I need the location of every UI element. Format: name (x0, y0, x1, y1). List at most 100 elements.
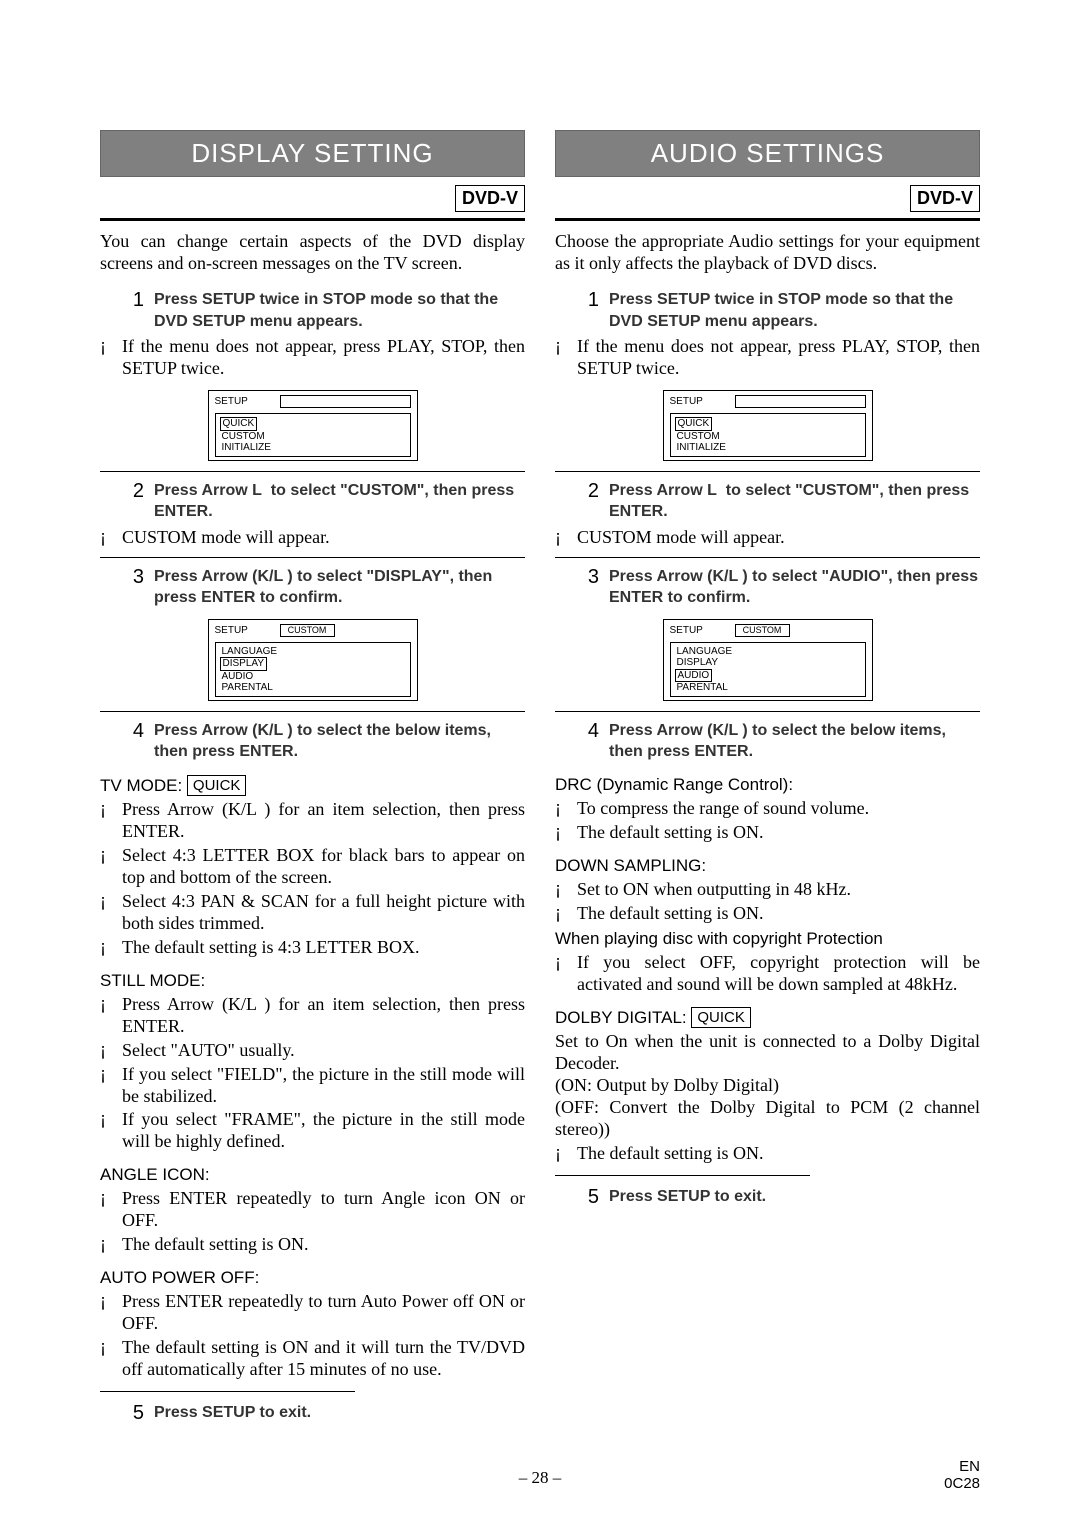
osd-setup-label: SETUP (670, 625, 725, 637)
bullet-body: If the menu does not appear, press PLAY,… (122, 336, 525, 380)
copyright-subhead: When playing disc with copyright Protect… (555, 929, 980, 950)
bullet-body: Press ENTER repeatedly to turn Auto Powe… (122, 1291, 525, 1335)
step-4: 4 Press Arrow (K/L ) to select the below… (575, 720, 980, 763)
bullet-body: If you select OFF, copyright protection … (577, 952, 980, 996)
osd-menu: QUICK CUSTOM INITIALIZE (215, 413, 411, 457)
bullet-body: If you select "FRAME", the picture in th… (122, 1109, 525, 1153)
note-bullet: ¡ If the menu does not appear, press PLA… (100, 336, 525, 380)
step-text: Press SETUP twice in STOP mode so that t… (154, 289, 525, 332)
bullet-body: The default setting is ON. (122, 1234, 525, 1256)
bullet: ¡Select 4:3 PAN & SCAN for a full height… (100, 891, 525, 935)
osd-item-parental: PARENTAL (220, 682, 275, 694)
osd-item-custom: CUSTOM (675, 431, 722, 443)
bullet-body: CUSTOM mode will appear. (577, 527, 980, 549)
bullet: ¡The default setting is ON. (555, 822, 980, 844)
osd-custom-display: SETUP CUSTOM LANGUAGE DISPLAY AUDIO PARE… (208, 619, 418, 701)
bullet-body: Select 4:3 LETTER BOX for black bars to … (122, 845, 525, 889)
quick-badge: QUICK (691, 1007, 751, 1028)
step-2: 2 Press Arrow L to select "CUSTOM", then… (120, 480, 525, 523)
footer-code: EN 0C28 (944, 1458, 980, 1493)
step-4: 4 Press Arrow (K/L ) to select the below… (120, 720, 525, 763)
osd-menu: QUICK CUSTOM INITIALIZE (670, 413, 866, 457)
note-bullet: ¡ If the menu does not appear, press PLA… (555, 336, 980, 380)
badge-row-left: DVD-V (100, 185, 525, 212)
divider (555, 557, 980, 558)
left-column: DISPLAY SETTING DVD-V You can change cer… (100, 130, 525, 1429)
bullet: ¡Press Arrow (K/L ) for an item selectio… (100, 799, 525, 843)
divider (555, 218, 980, 221)
still-mode-head: STILL MODE: (100, 971, 525, 991)
step-text: Press Arrow (K/L ) to select "AUDIO", th… (609, 566, 980, 609)
osd-field (735, 395, 866, 408)
step-5: 5 Press SETUP to exit. (120, 1402, 525, 1425)
step-text: Press SETUP twice in STOP mode so that t… (609, 289, 980, 332)
step-text: Press Arrow (K/L ) to select the below i… (154, 720, 525, 763)
bullet-body: The default setting is ON. (577, 903, 980, 925)
note-bullet: ¡ CUSTOM mode will appear. (100, 527, 525, 549)
osd-setup-label: SETUP (670, 396, 725, 408)
tv-mode-label: TV MODE: (100, 776, 187, 795)
bullet: ¡If you select "FRAME", the picture in t… (100, 1109, 525, 1153)
step-number: 3 (575, 566, 599, 609)
divider (100, 471, 525, 472)
osd-item-parental: PARENTAL (675, 682, 730, 694)
bullet: ¡The default setting is ON. (555, 903, 980, 925)
osd-item-display: DISPLAY (675, 657, 721, 669)
dolby-line1: Set to On when the unit is connected to … (555, 1031, 980, 1075)
step-number: 5 (120, 1402, 144, 1425)
bullet-mark: ¡ (100, 527, 114, 549)
dvd-v-badge: DVD-V (910, 185, 980, 212)
osd-field (280, 395, 411, 408)
footer-lang: EN (959, 1458, 980, 1475)
step-2: 2 Press Arrow L to select "CUSTOM", then… (575, 480, 980, 523)
osd-menu: LANGUAGE DISPLAY AUDIO PARENTAL (670, 642, 866, 697)
osd-item-language: LANGUAGE (675, 646, 735, 658)
divider (555, 471, 980, 472)
bullet-body: Press ENTER repeatedly to turn Angle ico… (122, 1188, 525, 1232)
osd-item-custom: CUSTOM (220, 431, 267, 443)
bullet: ¡To compress the range of sound volume. (555, 798, 980, 820)
osd-item-quick: QUICK (675, 417, 713, 431)
step-3: 3 Press Arrow (K/L ) to select "AUDIO", … (575, 566, 980, 609)
osd-setup-quick: SETUP QUICK CUSTOM INITIALIZE (208, 390, 418, 461)
step-3: 3 Press Arrow (K/L ) to select "DISPLAY"… (120, 566, 525, 609)
step-number: 2 (120, 480, 144, 523)
bullet-body: Press Arrow (K/L ) for an item selection… (122, 799, 525, 843)
step-text: Press Arrow L to select "CUSTOM", then p… (154, 480, 525, 523)
dolby-head: DOLBY DIGITAL: QUICK (555, 1007, 980, 1028)
display-setting-title: DISPLAY SETTING (100, 130, 525, 177)
osd-item-display: DISPLAY (220, 657, 268, 671)
bullet: ¡Select "AUTO" usually. (100, 1040, 525, 1062)
osd-item-initialize: INITIALIZE (675, 442, 728, 454)
page-number: – 28 – (0, 1468, 1080, 1488)
bullet: ¡The default setting is 4:3 LETTER BOX. (100, 937, 525, 959)
dolby-line2: (ON: Output by Dolby Digital) (555, 1075, 980, 1097)
osd-item-language: LANGUAGE (220, 646, 280, 658)
dolby-label: DOLBY DIGITAL: (555, 1008, 691, 1027)
osd-item-quick: QUICK (220, 417, 258, 431)
bullet: ¡The default setting is ON. (100, 1234, 525, 1256)
drc-head: DRC (Dynamic Range Control): (555, 775, 980, 795)
right-column: AUDIO SETTINGS DVD-V Choose the appropri… (555, 130, 980, 1429)
bullet-body: Set to ON when outputting in 48 kHz. (577, 879, 980, 901)
step-1: 1 Press SETUP twice in STOP mode so that… (120, 289, 525, 332)
step-number: 5 (575, 1186, 599, 1209)
footer-code-value: 0C28 (944, 1475, 980, 1492)
bullet-mark: ¡ (100, 336, 114, 380)
quick-badge: QUICK (187, 775, 247, 796)
display-intro: You can change certain aspects of the DV… (100, 231, 525, 275)
bullet-body: Press Arrow (K/L ) for an item selection… (122, 994, 525, 1038)
bullet-body: If the menu does not appear, press PLAY,… (577, 336, 980, 380)
bullet: ¡If you select "FIELD", the picture in t… (100, 1064, 525, 1108)
divider (555, 1175, 810, 1176)
audio-settings-title: AUDIO SETTINGS (555, 130, 980, 177)
bullet-body: The default setting is ON. (577, 1143, 980, 1165)
bullet-mark: ¡ (555, 527, 569, 549)
step-text: Press Arrow (K/L ) to select "DISPLAY", … (154, 566, 525, 609)
step-number: 4 (120, 720, 144, 763)
bullet: ¡Select 4:3 LETTER BOX for black bars to… (100, 845, 525, 889)
step-number: 2 (575, 480, 599, 523)
osd-item-audio: AUDIO (220, 671, 256, 683)
divider (555, 711, 980, 712)
divider (100, 1391, 355, 1392)
